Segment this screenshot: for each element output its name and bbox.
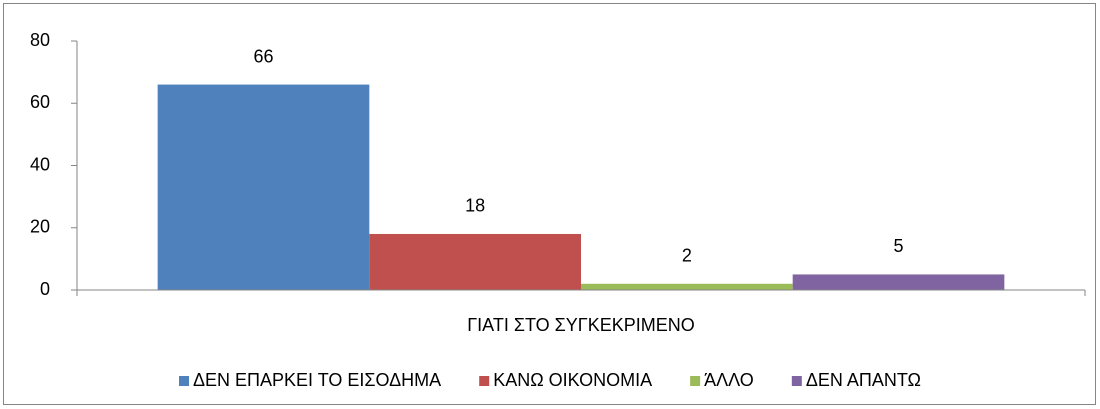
y-tick-label: 40: [30, 154, 50, 174]
y-tick-label: 20: [30, 217, 50, 237]
y-tick-label: 60: [30, 92, 50, 112]
legend-swatch: [690, 376, 701, 386]
data-label: 18: [465, 196, 485, 216]
legend-label: ΚΑΝΩ ΟΙΚΟΝΟΜΙΑ: [493, 370, 652, 390]
bar: [792, 274, 1005, 290]
legend-label: ΔΕΝ ΕΠΑΡΚΕΙ ΤΟ ΕΙΣΟΔΗΜΑ: [193, 370, 441, 390]
data-label: 2: [682, 246, 692, 266]
legend-swatch: [479, 376, 490, 386]
legend-swatch: [791, 376, 802, 386]
data-label: 5: [894, 236, 904, 256]
y-tick-label: 80: [30, 30, 50, 50]
legend-label: ΆΛΛΟ: [704, 370, 754, 390]
y-tick-label: 0: [40, 279, 50, 299]
legend-label: ΔΕΝ ΑΠΑΝΤΩ: [806, 370, 921, 390]
bar: [157, 84, 370, 290]
legend-swatch: [179, 376, 190, 386]
x-tick-label: ΓΙΑΤΙ ΣΤΟ ΣΥΓΚΕΚΡΙΜΕΝΟ: [467, 315, 694, 335]
bar: [581, 283, 793, 290]
bar: [369, 233, 581, 290]
data-label: 66: [253, 46, 273, 66]
